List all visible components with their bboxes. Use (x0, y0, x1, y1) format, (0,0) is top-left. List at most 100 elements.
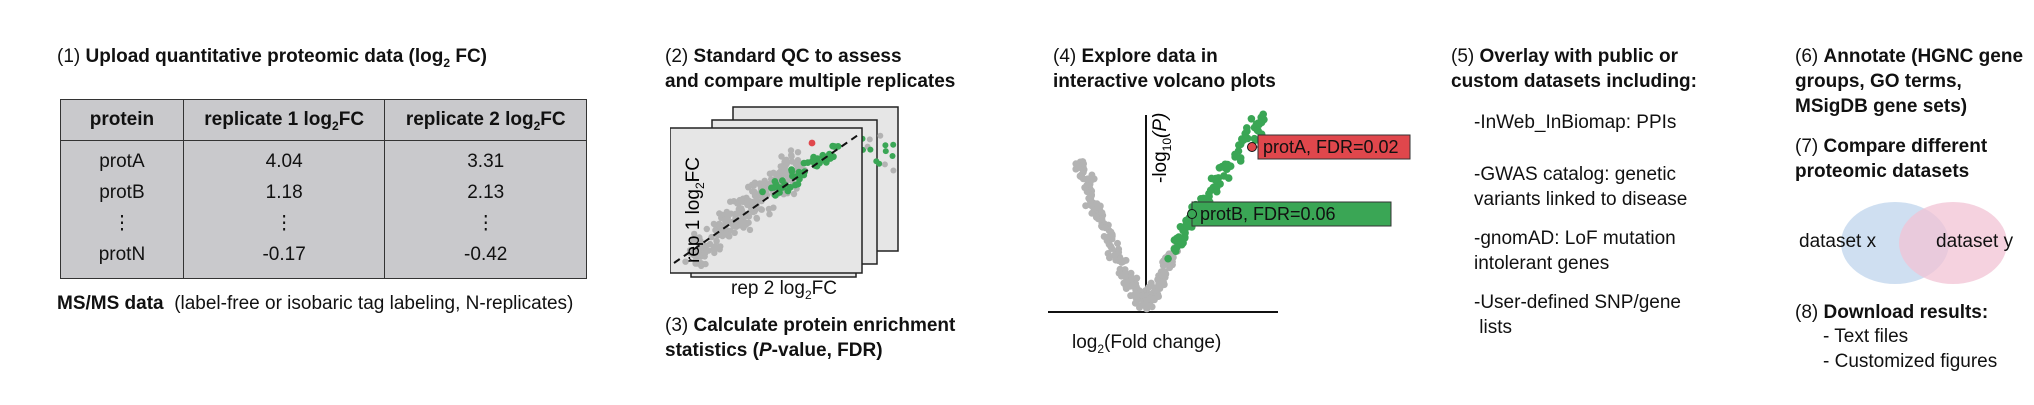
qc-ylabel: rep 1 log2FC (683, 157, 707, 263)
volcano-significant-point (1241, 135, 1249, 143)
qc-point (758, 197, 765, 205)
volcano-significant-point (1183, 222, 1192, 231)
volcano-point (1098, 209, 1106, 217)
qc-scatter-stack (670, 106, 899, 278)
qc-enriched-point (830, 153, 837, 161)
qc-point (710, 245, 717, 252)
volcano-point (1129, 281, 1136, 289)
qc-point (701, 253, 708, 260)
venn-label-y: dataset y (1936, 231, 2014, 252)
volcano-significant-point (1247, 115, 1256, 123)
qc-point (727, 198, 734, 205)
download-list: - Text files - Customized figures (1823, 324, 1997, 374)
volcano-significant-point (1179, 239, 1187, 247)
panel8-title: (8) Download results: (1795, 302, 1989, 323)
qc-enriched-point (768, 184, 775, 192)
protA-label: protA, FDR=0.02 (1263, 137, 1399, 157)
qc-point (708, 233, 715, 241)
qc-point (713, 238, 720, 245)
volcano-point (1145, 283, 1153, 291)
qc-point (777, 163, 784, 170)
qc-point (723, 217, 731, 224)
replicate2-column: 3.31 2.13 ⋮ -0.42 (384, 140, 587, 279)
qc-point (765, 205, 773, 213)
qc-back-point (873, 158, 880, 165)
table-cell: 3.31 (467, 151, 505, 172)
volcano-significant-point (1221, 164, 1230, 172)
protB-label: protB, FDR=0.06 (1200, 204, 1336, 224)
panel3-title: (3) Calculate protein enrichment statist… (665, 315, 956, 361)
qc-enriched-point (795, 168, 803, 176)
panel1-title: (1) Upload quantitative proteomic data (… (57, 46, 487, 70)
qc-point (787, 147, 795, 154)
qc-point (738, 205, 745, 212)
volcano-point (1077, 173, 1085, 180)
panel6-title: (6) Annotate (HGNC gene groups, GO terms… (1795, 46, 2024, 117)
qc-point (703, 225, 710, 233)
volcano-significant-point (1256, 119, 1265, 127)
table-cell: protB (99, 182, 145, 203)
qc-point (741, 220, 748, 227)
volcano-significant-point (1234, 147, 1243, 155)
venn-diagram: dataset x dataset y (1799, 202, 2014, 284)
qc-point (691, 230, 698, 238)
volcano-point (1087, 191, 1095, 199)
qc-point (756, 181, 764, 188)
table-cell: protN (98, 244, 146, 265)
volcano-point (1115, 248, 1123, 256)
volcano-significant-point (1243, 124, 1251, 132)
table-cell: -0.42 (464, 244, 508, 265)
qc-point (705, 247, 712, 254)
download-item: - Text files (1823, 326, 1909, 347)
volcano-significant-point (1215, 164, 1224, 172)
qc-point (749, 188, 756, 195)
qc-point (794, 149, 802, 156)
table-cell: 4.04 (265, 151, 303, 172)
qc-point (766, 211, 773, 218)
qc-point (716, 222, 723, 230)
qc-point (753, 196, 760, 203)
volcano-point (1145, 302, 1153, 310)
venn-label-x: dataset x (1799, 231, 1877, 252)
volcano-point (1121, 272, 1129, 280)
qc-point (746, 226, 754, 234)
volcano-significant-point (1235, 141, 1243, 149)
qc-point (761, 177, 768, 184)
volcano-ylabel: -log10(P) (1150, 113, 1174, 183)
replicate1-column: 4.04 1.18 ⋮ -0.17 (182, 140, 386, 279)
header-replicate1: replicate 1 log2FC (182, 99, 386, 141)
qc-point (682, 258, 689, 265)
qc-point (698, 260, 705, 267)
table-cell: protA (99, 151, 145, 172)
qc-back-point (889, 153, 896, 159)
panel5-title: (5) Overlay with public or custom datase… (1451, 46, 1697, 92)
protein-column: protA protB ⋮ protN (60, 140, 184, 279)
panel4-title: (4) Explore data in interactive volcano … (1053, 46, 1276, 92)
qc-enriched-point (786, 183, 794, 191)
qc-point (751, 180, 758, 187)
qc-enriched-point (759, 188, 766, 196)
qc-point (773, 172, 781, 179)
svg-text:-log10(P): -log10(P) (1150, 113, 1174, 183)
qc-point (738, 197, 745, 205)
overlay-item: -gnomAD: LoF mutation intolerant genes (1474, 228, 1676, 274)
protA-label-box (1257, 134, 1411, 160)
table-cell: 1.18 (265, 182, 303, 203)
volcano-point (1131, 299, 1139, 307)
qc-back-point (890, 167, 897, 174)
qc-enriched-point (816, 159, 823, 167)
header-protein: protein (60, 99, 184, 141)
volcano-significant-point (1205, 192, 1213, 201)
volcano-point (1082, 202, 1090, 210)
overlay-item: -GWAS catalog: genetic variants linked t… (1474, 164, 1688, 210)
protB-label-box (1191, 201, 1392, 227)
qc-enriched-point (792, 181, 799, 189)
qc-back-point (866, 136, 873, 143)
volcano-point (1095, 203, 1103, 211)
qc-point (719, 211, 726, 218)
diagonal-line (673, 134, 859, 264)
qc-point (753, 215, 761, 222)
qc-back-point (882, 142, 889, 149)
qc-enriched-point (779, 177, 786, 184)
qc-point (692, 260, 699, 267)
